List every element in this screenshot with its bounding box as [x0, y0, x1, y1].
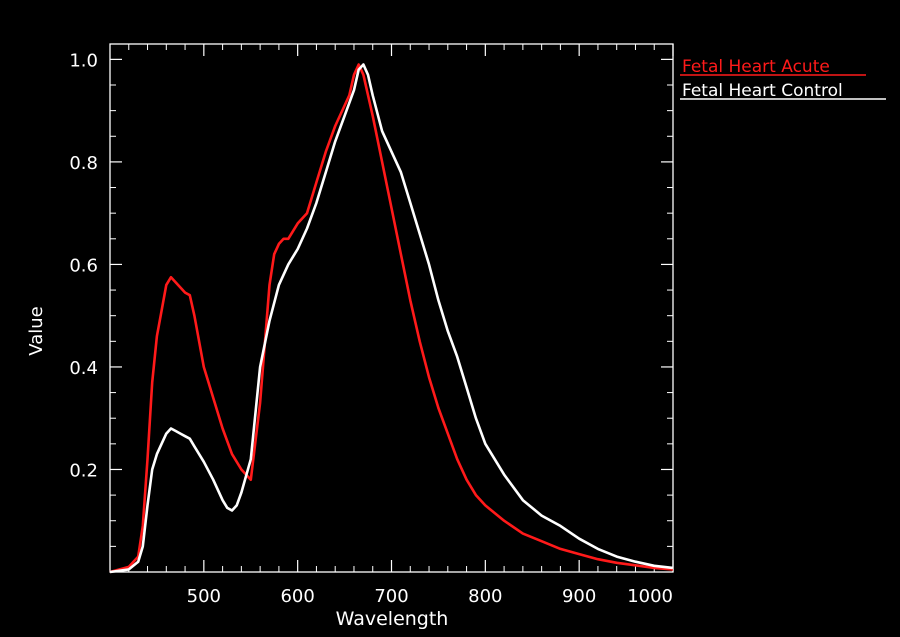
x-tick-label: 600 [280, 586, 314, 607]
y-tick-label: 0.2 [69, 460, 98, 481]
series-line [109, 63, 674, 574]
x-tick-label: 700 [374, 586, 408, 607]
y-tick-label: 0.6 [69, 255, 98, 276]
y-axis-label: Value [26, 306, 47, 355]
x-axis-label: Wavelength [336, 608, 449, 630]
legend: Fetal Heart Acute Fetal Heart Control [680, 57, 886, 101]
axes: 500 600 700 800 900 1000 0.2 0.4 0.6 0.8 1.0 [69, 43, 674, 607]
legend-label: Fetal Heart Acute [682, 57, 830, 77]
x-tick-label: 800 [468, 586, 502, 607]
x-tick-label: 500 [187, 586, 221, 607]
x-tick-label: 1000 [627, 586, 673, 607]
y-tick-label: 0.8 [69, 153, 98, 174]
x-tick-label: 900 [562, 586, 596, 607]
series-layer [109, 63, 674, 574]
y-tick-label: 1.0 [69, 50, 98, 71]
series-line [109, 63, 674, 574]
y-tick-label: 0.4 [69, 358, 98, 379]
legend-label: Fetal Heart Control [682, 81, 843, 101]
